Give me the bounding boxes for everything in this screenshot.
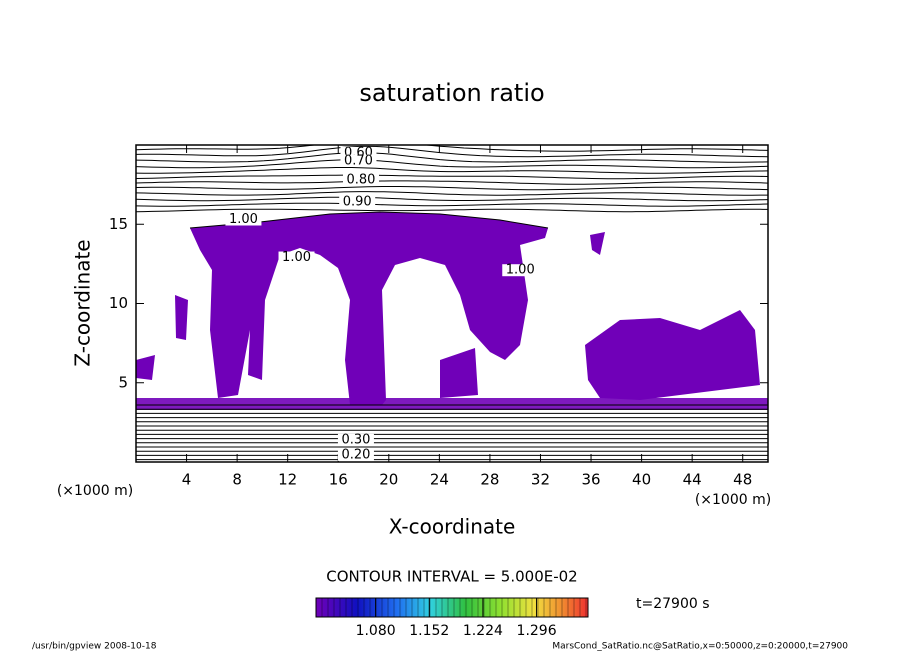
x-tick-label: 48 bbox=[733, 471, 752, 489]
contour-line bbox=[136, 167, 768, 174]
supersaturated-region bbox=[136, 212, 760, 405]
contour-line bbox=[136, 191, 768, 196]
x-tick-label: 28 bbox=[480, 471, 499, 489]
y-unit: (×1000 m) bbox=[695, 492, 771, 508]
contour-label: 1.00 bbox=[229, 212, 258, 227]
footer-right: MarsCond_SatRatio.nc@SatRatio,x=0:50000,… bbox=[552, 642, 848, 652]
contour-label: 1.00 bbox=[282, 250, 311, 265]
x-tick-label: 24 bbox=[430, 471, 449, 489]
contour-label-bg bbox=[339, 196, 376, 209]
contour-label: 0.70 bbox=[344, 153, 373, 168]
contour-label: 0.30 bbox=[341, 432, 370, 447]
contour-label-bg bbox=[342, 173, 379, 186]
contour-line bbox=[136, 208, 768, 213]
colorbar bbox=[315, 597, 589, 618]
contour-line bbox=[136, 186, 768, 191]
x-tick-label: 20 bbox=[379, 471, 398, 489]
contour-line bbox=[136, 159, 768, 169]
contour-label-bg bbox=[337, 433, 374, 446]
contour-line bbox=[136, 180, 768, 185]
contour-label-bg bbox=[502, 264, 539, 277]
x-tick-label: 36 bbox=[581, 471, 600, 489]
time-label: t=27900 s bbox=[636, 596, 710, 612]
contour-line bbox=[136, 196, 768, 202]
contour-label-bg bbox=[278, 251, 315, 264]
x-tick-label: 40 bbox=[632, 471, 651, 489]
contour-line bbox=[136, 145, 768, 152]
footer-left: /usr/bin/gpview 2008-10-18 bbox=[32, 642, 157, 652]
colorbar-tick-label: 1.224 bbox=[463, 623, 503, 639]
x-tick-label: 8 bbox=[232, 471, 242, 489]
x-unit: (×1000 m) bbox=[57, 483, 133, 499]
contour-line bbox=[136, 202, 768, 207]
colorbar-tick-label: 1.080 bbox=[356, 623, 396, 639]
y-axis-label: Z-coordinate bbox=[71, 239, 95, 366]
contour-label: 0.90 bbox=[343, 195, 372, 210]
x-tick-label: 44 bbox=[683, 471, 702, 489]
contour-label-bg bbox=[340, 154, 377, 167]
supersaturated-band bbox=[136, 398, 768, 410]
y-tick-label: 10 bbox=[109, 294, 128, 312]
contour-field bbox=[136, 145, 768, 461]
x-tick-label: 32 bbox=[531, 471, 550, 489]
contour-line bbox=[136, 174, 768, 180]
chart-title: saturation ratio bbox=[359, 79, 544, 107]
colorbar-tick-label: 1.296 bbox=[517, 623, 557, 639]
contour-label: 0.80 bbox=[347, 172, 376, 187]
x-axis-label: X-coordinate bbox=[389, 515, 516, 539]
contour-line bbox=[136, 152, 768, 163]
y-tick-label: 5 bbox=[118, 373, 128, 391]
y-tick-label: 15 bbox=[109, 215, 128, 233]
x-tick-label: 4 bbox=[182, 471, 192, 489]
contour-label-bg bbox=[225, 213, 262, 226]
contour-label: 1.00 bbox=[506, 263, 535, 278]
x-tick-label: 12 bbox=[278, 471, 297, 489]
contour-label: 0.20 bbox=[341, 447, 370, 462]
contour-line bbox=[136, 145, 768, 158]
colorbar-tick-label: 1.152 bbox=[409, 623, 449, 639]
x-tick-label: 16 bbox=[329, 471, 348, 489]
contour-interval: CONTOUR INTERVAL = 5.000E-02 bbox=[326, 568, 577, 586]
contour-label-bg bbox=[337, 448, 374, 461]
